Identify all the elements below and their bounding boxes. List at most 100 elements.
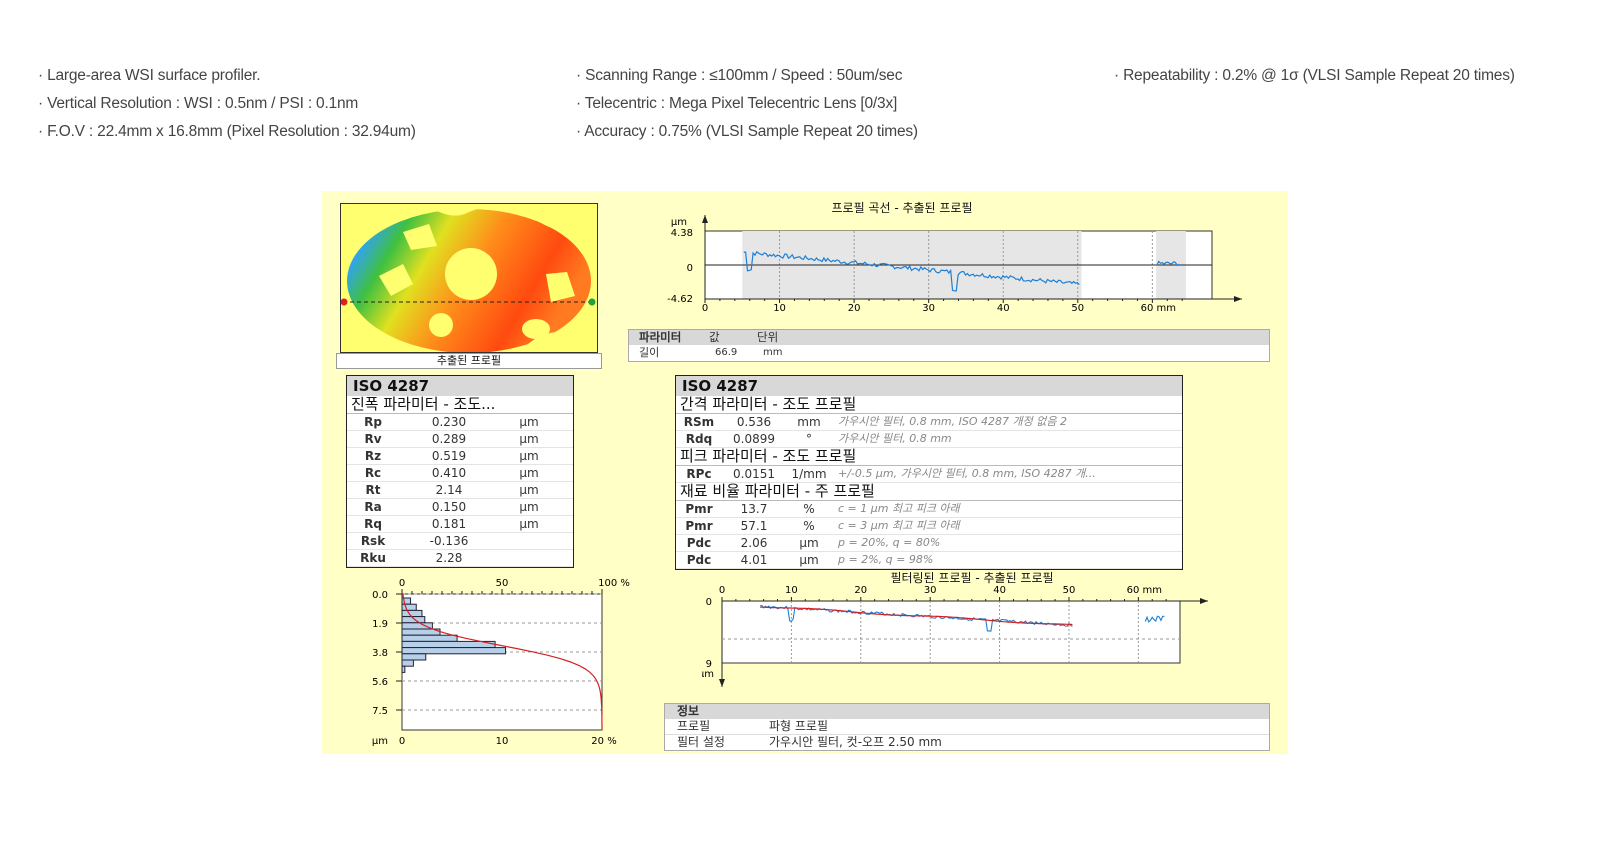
histogram-bar [401, 603, 417, 611]
x-axis-arrow [1200, 598, 1208, 604]
table-row: Rsk -0.136 [347, 533, 573, 550]
table-row: Rp 0.230 µm [347, 414, 573, 431]
cell: 파형 프로필 [769, 719, 829, 733]
spec-line: · Scanning Range : ≤100mm / Speed : 50um… [576, 67, 903, 84]
column-header: 단위 [757, 330, 779, 344]
histogram-bar [401, 659, 414, 667]
cell: mm [797, 415, 821, 429]
y-tick-label: 0.0 [372, 590, 388, 601]
bottom-axis-label: 10 [496, 736, 509, 747]
spec-column-1: · Large-area WSI surface profiler. · Ver… [38, 62, 416, 146]
x-tick-label: 30 [924, 585, 937, 596]
y-tick-label: 0 [687, 263, 693, 274]
cell: -0.136 [429, 534, 469, 548]
table-row: RPc 0.0151 1/mm +/-0.5 µm, 가우시안 필터, 0.8 mm,… [676, 466, 1182, 483]
cell: Rt [365, 483, 381, 497]
iso-title: ISO 4287 [347, 376, 573, 396]
x-tick-label: 60 mm [1141, 303, 1176, 314]
x-tick-label: 40 [997, 303, 1010, 314]
y-axis-arrow [702, 215, 708, 223]
x-tick-label: 10 [773, 303, 786, 314]
table-row: 길이 66.9 mm [629, 345, 1269, 360]
cell: Pmr [685, 502, 713, 516]
y-axis-arrow [719, 679, 725, 687]
cell: 4.01 [740, 553, 768, 567]
cell: 가우시안 필터, 컷-오프 2.50 mm [769, 735, 942, 749]
histogram-bar [401, 640, 496, 649]
cell: RSm [683, 415, 715, 429]
cell [499, 533, 559, 549]
y-tick-label: -4.62 [667, 294, 693, 305]
surface-image-caption: 추출된 프로필 [336, 353, 602, 369]
cell: Pmr [685, 519, 713, 533]
x-tick-label: 50 [1063, 585, 1076, 596]
cell: % [803, 502, 815, 516]
histogram-bar [401, 634, 458, 642]
table-row: Rv 0.289 µm [347, 431, 573, 448]
x-tick-label: 30 [922, 303, 935, 314]
length-table-header: 파라미터 값 단위 [629, 330, 1269, 345]
iso-amplitude-rows: Rp 0.230 µm Rv 0.289 µm Rz 0.519 µm Rc 0.410 µm Rt 2.… [347, 414, 573, 567]
section-title: 피크 파라미터 - 조도 프로필 [676, 448, 1182, 466]
cell: 2.06 [740, 536, 768, 550]
table-row: Pmr 13.7% c = 1 µm 최고 피크 아래 [676, 501, 1182, 518]
histogram-bar [401, 609, 423, 618]
table-row: Pmr 57.1% c = 3 µm 최고 피크 아래 [676, 518, 1182, 535]
cell: Rv [364, 432, 382, 446]
spec-line: · Telecentric : Mega Pixel Telecentric L… [576, 95, 898, 112]
info-table: 정보 프로필 파형 프로필 필터 설정 가우시안 필터, 컷-오프 2.50 m… [664, 703, 1270, 751]
y-tick-label: 7.5 [372, 706, 388, 717]
cell: Rc [364, 466, 382, 480]
iso-title: ISO 4287 [676, 376, 1182, 396]
y-tick-label: 9 [706, 659, 712, 670]
cell: µm [519, 449, 539, 463]
table-row: Rz 0.519 µm [347, 448, 573, 465]
y-unit-label: µm [372, 736, 388, 747]
x-tick-label: 50 [1071, 303, 1084, 314]
profile-chart: 0 10 20 30 40 50 60 mm 4.38 0 -4.62 µm [667, 215, 1242, 314]
x-tick-label: 20 [854, 585, 867, 596]
cell: c = 3 µm 최고 피크 아래 [838, 519, 960, 532]
section-title: 진폭 파라미터 - 조도... [347, 396, 573, 414]
column-header: 값 [709, 330, 720, 344]
cell: 가우시안 필터, 0.8 mm, ISO 4287 개정 없음 2 [838, 415, 1067, 428]
table-row: 프로필 파형 프로필 [665, 719, 1269, 735]
cell: 프로필 [677, 719, 711, 733]
table-row: Rc 0.410 µm [347, 465, 573, 482]
iso-parameters-table: ISO 4287 간격 파라미터 - 조도 프로필 RSm 0.536 mm 가우시안 … [675, 375, 1183, 570]
table-row: Rku 2.28 [347, 550, 573, 567]
top-axis-label: 50 [496, 578, 509, 589]
raw-profile-segment [1144, 615, 1165, 623]
cell: 0.181 [431, 517, 467, 531]
cell: RPc [686, 467, 712, 481]
cell: µm [519, 500, 539, 514]
cell: +/-0.5 µm, 가우시안 필터, 0.8 mm, ISO 4287 개..… [838, 467, 1096, 480]
x-tick-label: 10 [785, 585, 798, 596]
cell: 2.14 [435, 483, 463, 497]
table-row: Pdc 2.06 µm p = 20%, q = 80% [676, 535, 1182, 552]
profile-curve [743, 250, 1080, 292]
histogram-bar [401, 622, 433, 630]
x-tick-label: 60 mm [1127, 585, 1162, 596]
cell: Pdc [686, 536, 712, 550]
surface-height-map [340, 203, 598, 353]
cell: 57.1 [740, 519, 768, 533]
cell: 필터 설정 [677, 735, 725, 749]
y-tick-label: 0 [706, 597, 712, 608]
cumulative-curve [402, 593, 603, 730]
spec-column-3: · Repeatability : 0.2% @ 1σ (VLSI Sample… [1114, 62, 1515, 90]
cell: 0.230 [431, 415, 467, 429]
y-tick-label: 3.8 [372, 648, 388, 659]
section-title: 재료 비율 파라미터 - 주 프로필 [676, 483, 1182, 501]
histogram-bar [401, 665, 406, 673]
filtered-profile-curve [760, 606, 1073, 626]
cell: 0.289 [431, 432, 467, 446]
bottom-axis-label: 0 [399, 736, 405, 747]
y-unit-label: µm [671, 217, 687, 228]
spec-line: · Accuracy : 0.75% (VLSI Sample Repeat 2… [576, 123, 918, 140]
spec-line: · Repeatability : 0.2% @ 1σ (VLSI Sample… [1114, 67, 1515, 84]
cell: c = 1 µm 최고 피크 아래 [838, 502, 960, 515]
spec-line: · F.O.V : 22.4mm x 16.8mm (Pixel Resolut… [38, 123, 416, 140]
histogram-bar [401, 653, 427, 661]
cell: µm [799, 553, 819, 567]
